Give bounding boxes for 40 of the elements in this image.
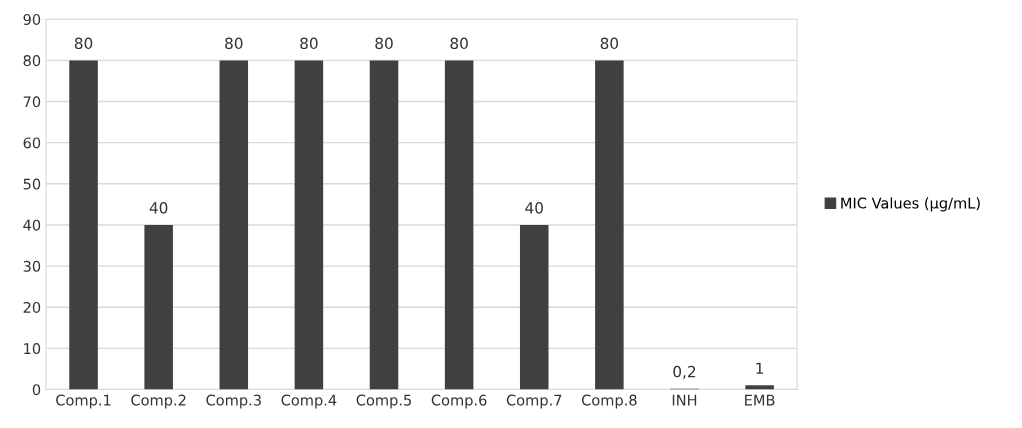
data-label: 40 — [525, 202, 543, 214]
x-tick-label: Comp.8 — [581, 394, 637, 409]
x-tick-label: Comp.7 — [506, 394, 562, 409]
x-tick-label: Comp.2 — [131, 394, 186, 409]
bar — [369, 60, 399, 390]
data-label: 0,2 — [673, 365, 696, 379]
bar — [595, 60, 624, 390]
x-tick-label: Comp.6 — [431, 394, 487, 409]
x-tick-label: INH — [672, 394, 697, 406]
x-tick-label: Comp.4 — [281, 394, 337, 409]
bar — [519, 224, 549, 390]
y-tick-label: 20 — [23, 301, 41, 313]
bar — [444, 60, 474, 390]
data-label: 80 — [74, 37, 93, 50]
data-label: 1 — [756, 362, 764, 374]
y-tick-label: 80 — [23, 55, 41, 67]
y-tick-label: 90 — [23, 13, 41, 26]
bar — [144, 224, 173, 390]
legend-label: MIC Values (µg/mL) — [841, 197, 980, 212]
x-tick-label: Comp.5 — [356, 394, 411, 409]
x-tick-label: Comp.1 — [56, 394, 111, 409]
bar — [745, 385, 774, 390]
y-tick-label: 0 — [32, 384, 41, 396]
y-tick-label: 30 — [23, 260, 41, 272]
data-label: 40 — [149, 202, 168, 214]
y-tick-label: 70 — [23, 96, 41, 108]
x-tick-label: Comp.3 — [206, 394, 261, 409]
y-tick-label: 40 — [23, 219, 41, 231]
data-label: 80 — [225, 37, 243, 50]
y-tick-label: 60 — [23, 137, 41, 149]
y-tick-label: 50 — [23, 178, 41, 190]
x-tick-label: EMB — [745, 394, 775, 406]
bar — [219, 60, 249, 390]
data-label: 80 — [300, 37, 318, 50]
bar — [69, 60, 98, 390]
bar — [294, 60, 324, 390]
data-label: 80 — [375, 37, 393, 50]
y-tick-label: 10 — [24, 343, 41, 355]
data-label: 80 — [450, 37, 468, 50]
data-label: 80 — [600, 37, 619, 50]
